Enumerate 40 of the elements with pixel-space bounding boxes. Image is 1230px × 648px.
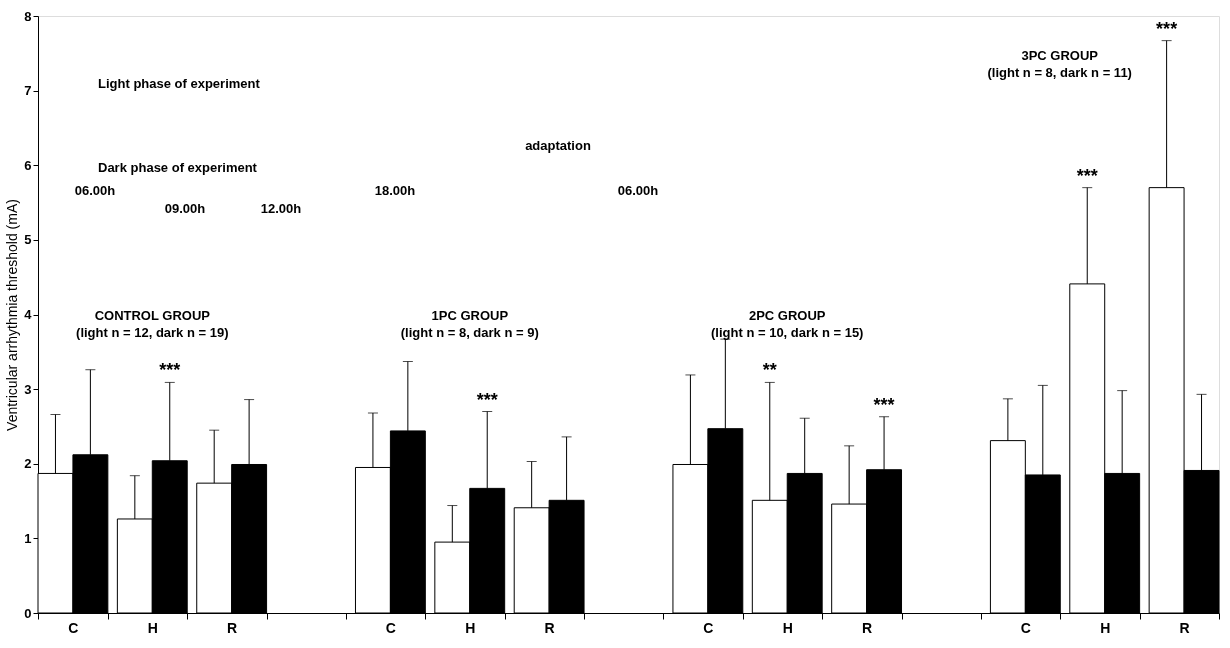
annotation: adaptation: [525, 138, 591, 153]
annotation: 3PC GROUP (light n = 8, dark n = 11): [987, 48, 1132, 80]
x-tick-label: H: [782, 619, 793, 636]
annotation: ***: [873, 394, 895, 415]
x-tick-label: C: [703, 619, 714, 636]
annotation: ***: [159, 360, 181, 381]
annotation: ***: [476, 389, 498, 410]
annotation: ***: [1076, 165, 1098, 186]
annotation: 06.00h: [617, 183, 659, 198]
annotation: 2PC GROUP (light n = 10, dark n = 15): [711, 308, 864, 340]
annotation: **: [762, 360, 777, 381]
x-tick-label: H: [465, 619, 476, 636]
x-tick-label: H: [1100, 619, 1111, 636]
y-tick-label: 3: [24, 381, 32, 397]
y-tick-label: 2: [24, 456, 32, 472]
x-tick-label: R: [862, 619, 873, 636]
annotation: 1PC GROUP (light n = 8, dark n = 9): [400, 308, 539, 340]
annotation: ***: [1156, 18, 1178, 39]
annotation: CONTROL GROUP (light n = 12, dark n = 19): [76, 308, 229, 340]
x-tick-label: C: [385, 619, 396, 636]
x-tick-label: R: [544, 619, 555, 636]
annotation: 18.00h: [374, 183, 416, 198]
x-tick-label: R: [227, 619, 238, 636]
y-tick-label: 6: [24, 157, 32, 173]
x-tick-label: H: [147, 619, 158, 636]
annotation: Light phase of experiment: [98, 76, 261, 91]
x-tick-label: C: [68, 619, 79, 636]
y-tick-label: 0: [24, 605, 32, 621]
y-tick-label: 8: [24, 8, 32, 24]
annotation: Dark phase of experiment: [98, 160, 258, 175]
annotation: 06.00h: [74, 183, 116, 198]
annotation: 09.00h: [164, 201, 206, 216]
y-tick-label: 7: [24, 83, 32, 99]
x-tick-label: R: [1179, 619, 1190, 636]
y-tick-label: 4: [24, 307, 33, 322]
y-tick-label: 1: [24, 530, 32, 546]
y-tick-label: 5: [24, 232, 32, 248]
annotation: 12.00h: [260, 201, 302, 216]
x-tick-label: C: [1020, 619, 1031, 636]
y-axis-title: Ventricular arrhythmia threshold (mA): [4, 199, 21, 431]
